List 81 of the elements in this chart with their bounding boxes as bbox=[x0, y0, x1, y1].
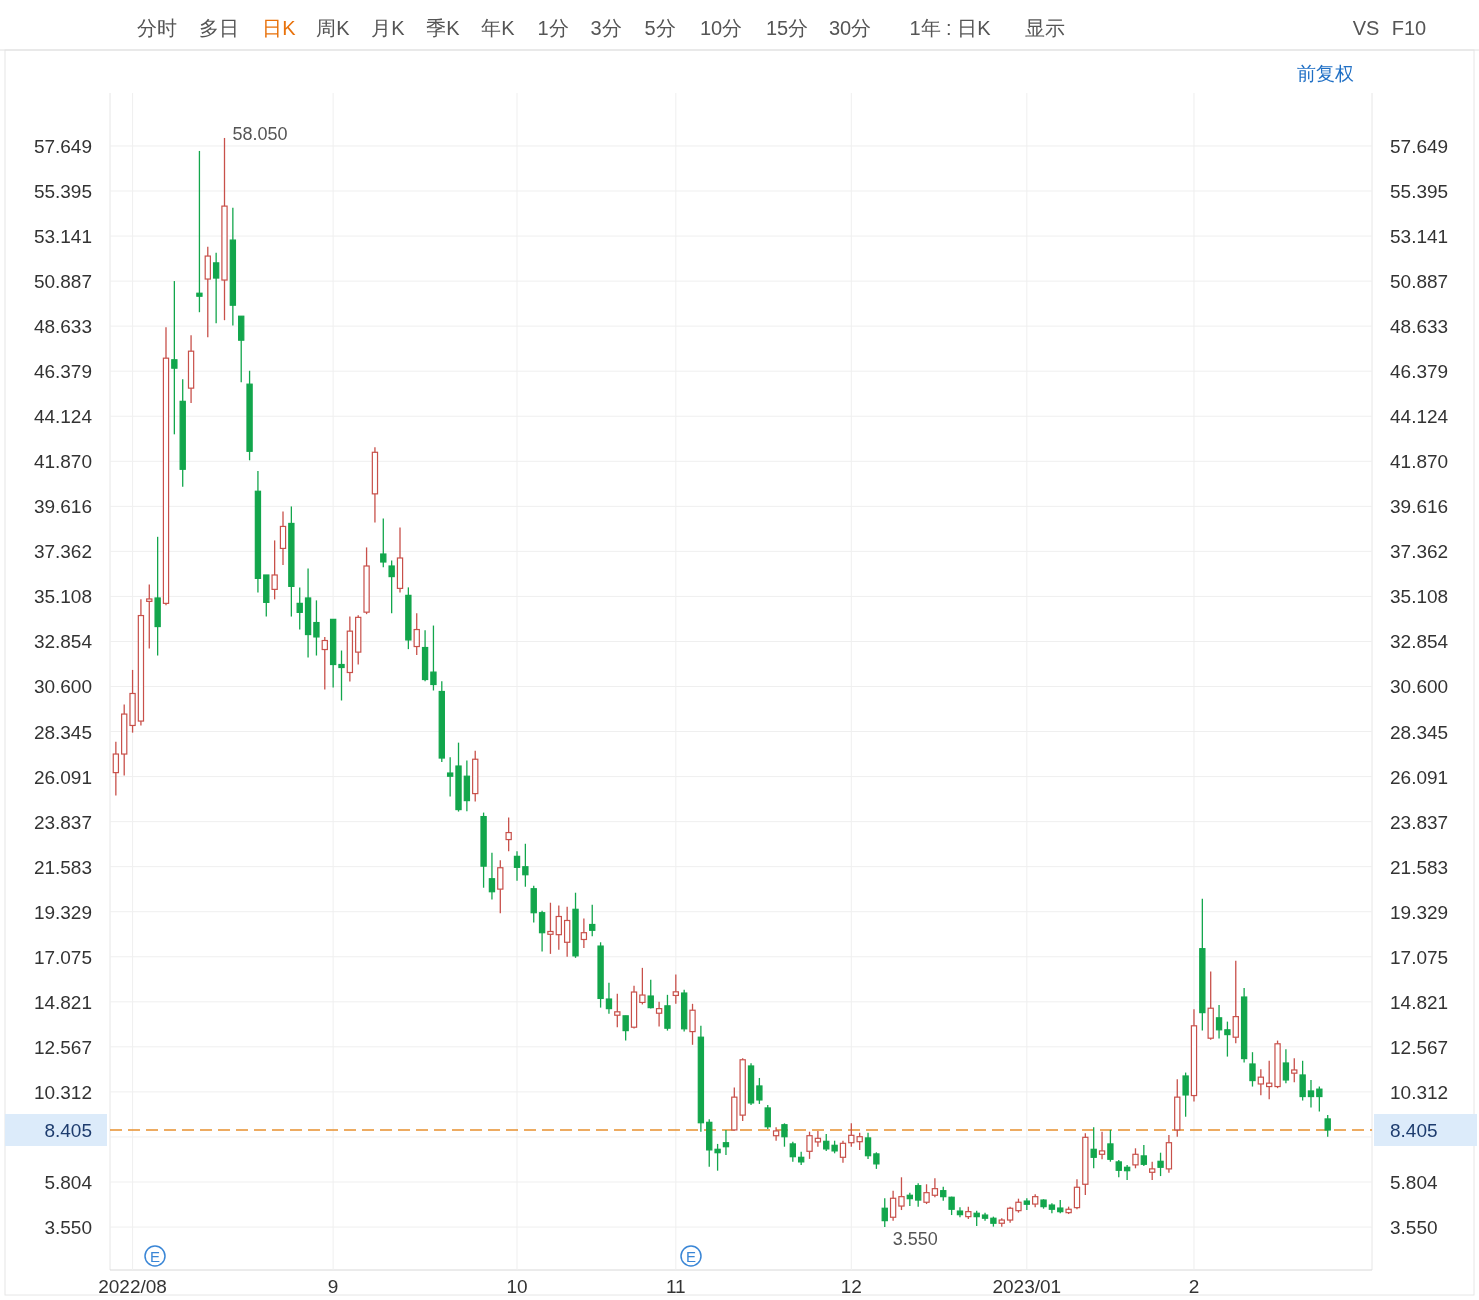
y2-tick-label: 57.649 bbox=[1390, 135, 1449, 157]
y2-tick-label: 10.312 bbox=[1390, 1081, 1449, 1103]
text: 1分 bbox=[537, 17, 569, 39]
y-tick-label: 19.329 bbox=[33, 901, 92, 923]
y2-tick-label: 19.329 bbox=[1390, 901, 1449, 923]
x-tick-label: 2 bbox=[1188, 1276, 1200, 1297]
y-tick-label: 23.837 bbox=[33, 811, 92, 833]
text: 月K bbox=[371, 17, 406, 39]
y-tick-label: 41.870 bbox=[33, 451, 92, 473]
y-tick-label: 14.821 bbox=[33, 991, 92, 1013]
y-tick-label: 48.633 bbox=[33, 316, 92, 338]
x-tick-label: 10 bbox=[506, 1276, 528, 1297]
x-tick-label: 9 bbox=[327, 1276, 339, 1297]
event-marker: E bbox=[144, 1245, 166, 1267]
y2-tick-label: 28.345 bbox=[1390, 721, 1449, 743]
y-tick-label: 37.362 bbox=[33, 541, 92, 563]
y2-tick-label: 5.804 bbox=[1390, 1171, 1438, 1193]
y-tick-label: 21.583 bbox=[33, 856, 92, 878]
annotation: E bbox=[685, 1248, 697, 1265]
text: 季K bbox=[426, 17, 461, 39]
y2-tick-label: 3.550 bbox=[1390, 1217, 1438, 1239]
y2-tick-label: 26.091 bbox=[1390, 766, 1449, 788]
annotation: E bbox=[149, 1248, 161, 1265]
x-tick-label: 12 bbox=[840, 1276, 862, 1297]
text: VS bbox=[1352, 17, 1380, 39]
y2-tick-label: 30.600 bbox=[1390, 676, 1449, 698]
text: 周K bbox=[316, 17, 351, 39]
text: 多日 bbox=[199, 17, 239, 39]
annotation: 58.050 bbox=[232, 123, 288, 144]
y-tick-label: 10.312 bbox=[33, 1081, 92, 1103]
text: 日K bbox=[262, 17, 297, 39]
text: 3分 bbox=[590, 17, 622, 39]
text: 10分 bbox=[699, 17, 743, 39]
annotation: 3.550 bbox=[892, 1229, 938, 1250]
y2-tick-label: 37.362 bbox=[1390, 541, 1449, 563]
y2-tick-label: 12.567 bbox=[1390, 1036, 1449, 1058]
y2-tick-label: 46.379 bbox=[1390, 361, 1449, 383]
y-tick-label: 44.124 bbox=[33, 406, 93, 428]
text: 年K bbox=[481, 17, 516, 39]
y-tick-label: 35.108 bbox=[33, 586, 92, 608]
text: 分时 bbox=[137, 17, 177, 39]
y2-tick-label: 44.124 bbox=[1390, 406, 1449, 428]
x-tick-label: 2022/08 bbox=[98, 1276, 167, 1297]
y-tick-label: 39.616 bbox=[33, 496, 92, 518]
text: F10 bbox=[1391, 17, 1427, 39]
y2-tick-label: 39.616 bbox=[1390, 496, 1449, 518]
y-tick-label: 50.887 bbox=[33, 271, 92, 293]
text: 1年 : 日K bbox=[909, 17, 992, 39]
y2-tick-label: 21.583 bbox=[1390, 856, 1449, 878]
text: 8.405 bbox=[1390, 1120, 1438, 1142]
y2-tick-label: 32.854 bbox=[1390, 631, 1449, 653]
text: 显示 bbox=[1025, 17, 1065, 39]
y-tick-label: 46.379 bbox=[33, 361, 92, 383]
y-tick-label: 57.649 bbox=[33, 135, 92, 157]
x-tick-label: 2023/01 bbox=[992, 1276, 1062, 1297]
y2-tick-label: 53.141 bbox=[1390, 226, 1449, 248]
y2-tick-label: 41.870 bbox=[1390, 451, 1449, 473]
x-tick-label: 11 bbox=[665, 1276, 686, 1297]
ref-line-label: 8.405 bbox=[44, 1120, 92, 1142]
y-tick-label: 53.141 bbox=[33, 226, 92, 248]
y-tick-label: 5.804 bbox=[44, 1171, 93, 1193]
y2-tick-label: 55.395 bbox=[1390, 181, 1449, 203]
y-tick-label: 17.075 bbox=[33, 946, 92, 968]
y-tick-label: 26.091 bbox=[33, 766, 92, 788]
y-tick-label: 12.567 bbox=[33, 1036, 92, 1058]
y2-tick-label: 14.821 bbox=[1390, 991, 1449, 1013]
y-tick-label: 55.395 bbox=[33, 181, 92, 203]
y-tick-label: 32.854 bbox=[33, 631, 93, 653]
event-marker: E bbox=[680, 1245, 702, 1267]
text: 15分 bbox=[765, 17, 809, 39]
text: 前复权 bbox=[1296, 63, 1354, 84]
y-tick-label: 30.600 bbox=[33, 676, 92, 698]
y2-tick-label: 23.837 bbox=[1390, 811, 1449, 833]
y2-tick-label: 17.075 bbox=[1390, 946, 1449, 968]
y-tick-label: 3.550 bbox=[44, 1217, 92, 1239]
y2-tick-label: 48.633 bbox=[1390, 316, 1449, 338]
y-tick-label: 28.345 bbox=[33, 721, 92, 743]
text: 30分 bbox=[828, 17, 872, 39]
y2-tick-label: 50.887 bbox=[1390, 271, 1449, 293]
text: 5分 bbox=[644, 17, 676, 39]
y2-tick-label: 35.108 bbox=[1390, 586, 1449, 608]
